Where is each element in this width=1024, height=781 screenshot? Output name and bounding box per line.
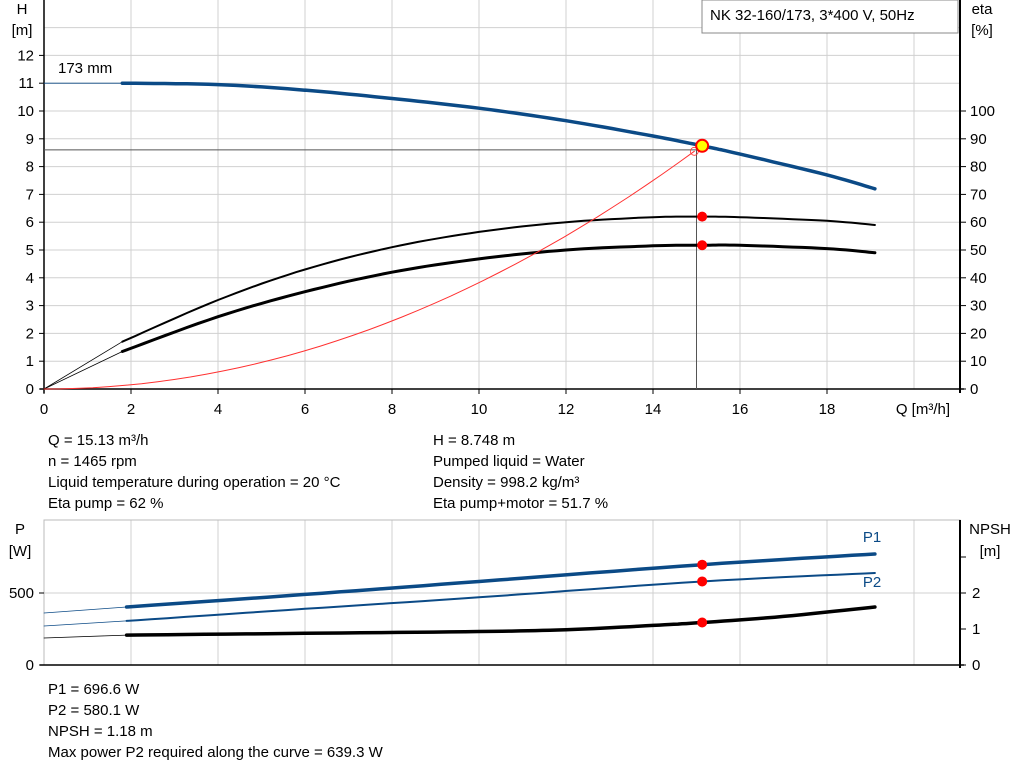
- title-text: NK 32-160/173, 3*400 V, 50Hz: [710, 7, 915, 24]
- x-tick-label: 4: [214, 401, 222, 418]
- info-h: H = 8.748 m: [433, 432, 516, 449]
- y-left-unit: [m]: [12, 22, 33, 39]
- y-right-unit: [%]: [971, 22, 993, 39]
- x-tick-label: 8: [388, 401, 396, 418]
- x-tick-label: 16: [732, 401, 749, 418]
- y-right-tick-label: 70: [970, 186, 987, 203]
- y-left-label: H: [17, 1, 28, 18]
- y-left-tick-label: 9: [26, 131, 34, 148]
- y-right-tick-label: 10: [970, 353, 987, 370]
- y-right-tick-label: 100: [970, 103, 995, 120]
- y-left-tick-label: 8: [26, 159, 34, 176]
- npsh-extension: [43, 634, 127, 639]
- y-left-tick-label: 3: [26, 298, 34, 315]
- x-tick-label: 0: [40, 401, 48, 418]
- npsh-curve: [124, 605, 877, 637]
- y-right-tick-label: 0: [970, 381, 978, 398]
- y-right-tick-label: 30: [970, 298, 987, 315]
- y-right-label: NPSH: [969, 521, 1011, 538]
- x-tick-label: 6: [301, 401, 309, 418]
- x-tick-label: 18: [819, 401, 836, 418]
- x-tick-label: 2: [127, 401, 135, 418]
- y-right-tick-label: 40: [970, 270, 987, 287]
- y-right-tick-label: 1: [972, 621, 980, 638]
- p1-label: P1: [863, 529, 881, 546]
- eta_pump-extension: [43, 341, 123, 390]
- info-temperature: Liquid temperature during operation = 20…: [48, 474, 341, 491]
- p1-curve: [124, 552, 877, 609]
- info-eta-pump: Eta pump = 62 %: [48, 495, 164, 512]
- info-q: Q = 15.13 m³/h: [48, 432, 149, 449]
- info-npsh: NPSH = 1.18 m: [48, 723, 153, 740]
- y-left-tick-label: 500: [9, 585, 34, 602]
- eta_pump_motor-extension: [43, 351, 123, 390]
- operating-point: [697, 617, 708, 628]
- operating-point: [697, 559, 708, 570]
- info-max-power: Max power P2 required along the curve = …: [48, 744, 383, 761]
- system-curve: [43, 150, 695, 390]
- y-left-tick-label: 1: [26, 353, 34, 370]
- info-bottom: P1 = 696.6 W P2 = 580.1 W NPSH = 1.18 m …: [48, 679, 383, 763]
- info-p2: P2 = 580.1 W: [48, 702, 140, 719]
- operating-point: [697, 211, 708, 222]
- p2-curve: [125, 572, 876, 622]
- y-left-tick-label: 0: [26, 657, 34, 674]
- y-right-tick-label: 80: [970, 159, 987, 176]
- y-left-tick-label: 12: [17, 47, 34, 64]
- y-left-unit: [W]: [9, 543, 32, 560]
- title-box: NK 32-160/173, 3*400 V, 50Hz: [701, 0, 959, 34]
- y-right-label: eta: [972, 1, 994, 18]
- p1-extension: [43, 606, 127, 614]
- info-top-left: Q = 15.13 m³/h n = 1465 rpm Liquid tempe…: [48, 430, 340, 514]
- info-liquid: Pumped liquid = Water: [433, 453, 585, 470]
- head-curve: [120, 81, 877, 191]
- y-left-tick-label: 7: [26, 186, 34, 203]
- p2-extension: [43, 620, 127, 627]
- y-left-tick-label: 11: [18, 75, 34, 92]
- info-p1: P1 = 696.6 W: [48, 681, 140, 698]
- p2-label: P2: [863, 574, 881, 591]
- y-left-tick-label: 4: [26, 270, 34, 287]
- y-left-tick-label: 5: [26, 242, 34, 259]
- info-eta-pump-motor: Eta pump+motor = 51.7 %: [433, 495, 609, 512]
- eta_pump_motor-curve: [120, 243, 877, 353]
- y-left-tick-label: 6: [26, 214, 34, 231]
- y-right-tick-label: 0: [972, 657, 980, 674]
- x-tick-label: 12: [558, 401, 575, 418]
- y-left-tick-label: 0: [26, 381, 34, 398]
- y-right-unit: [m]: [980, 543, 1001, 560]
- info-top-right: H = 8.748 m Pumped liquid = Water Densit…: [433, 430, 608, 514]
- info-density: Density = 998.2 kg/m³: [433, 474, 580, 491]
- y-left-tick-label: 2: [26, 325, 34, 342]
- y-right-tick-label: 20: [970, 325, 987, 342]
- eta_pump-curve: [121, 215, 876, 343]
- duty-point: [695, 138, 710, 153]
- y-right-tick-label: 90: [970, 131, 987, 148]
- power-npsh-chart: 0 500 0 1 2 P [W] NPSH [m] P1 P2: [9, 519, 1011, 674]
- y-left-label: P: [15, 521, 25, 538]
- curve-label: 173 mm: [58, 60, 112, 77]
- x-tick-label: 10: [471, 401, 488, 418]
- y-right-tick-label: 2: [972, 585, 980, 602]
- head-efficiency-chart: 0 2 4 6 8 10 12 14 16 18 Q [m³/h]01234567891011120…: [12, 0, 995, 418]
- x-tick-label: 14: [645, 401, 662, 418]
- y-right-tick-label: 60: [970, 214, 987, 231]
- x-axis-label: Q [m³/h]: [896, 401, 950, 418]
- operating-point: [697, 576, 708, 587]
- info-n: n = 1465 rpm: [48, 453, 137, 470]
- operating-point: [697, 240, 708, 251]
- y-right-tick-label: 50: [970, 242, 987, 259]
- y-left-tick-label: 10: [17, 103, 34, 120]
